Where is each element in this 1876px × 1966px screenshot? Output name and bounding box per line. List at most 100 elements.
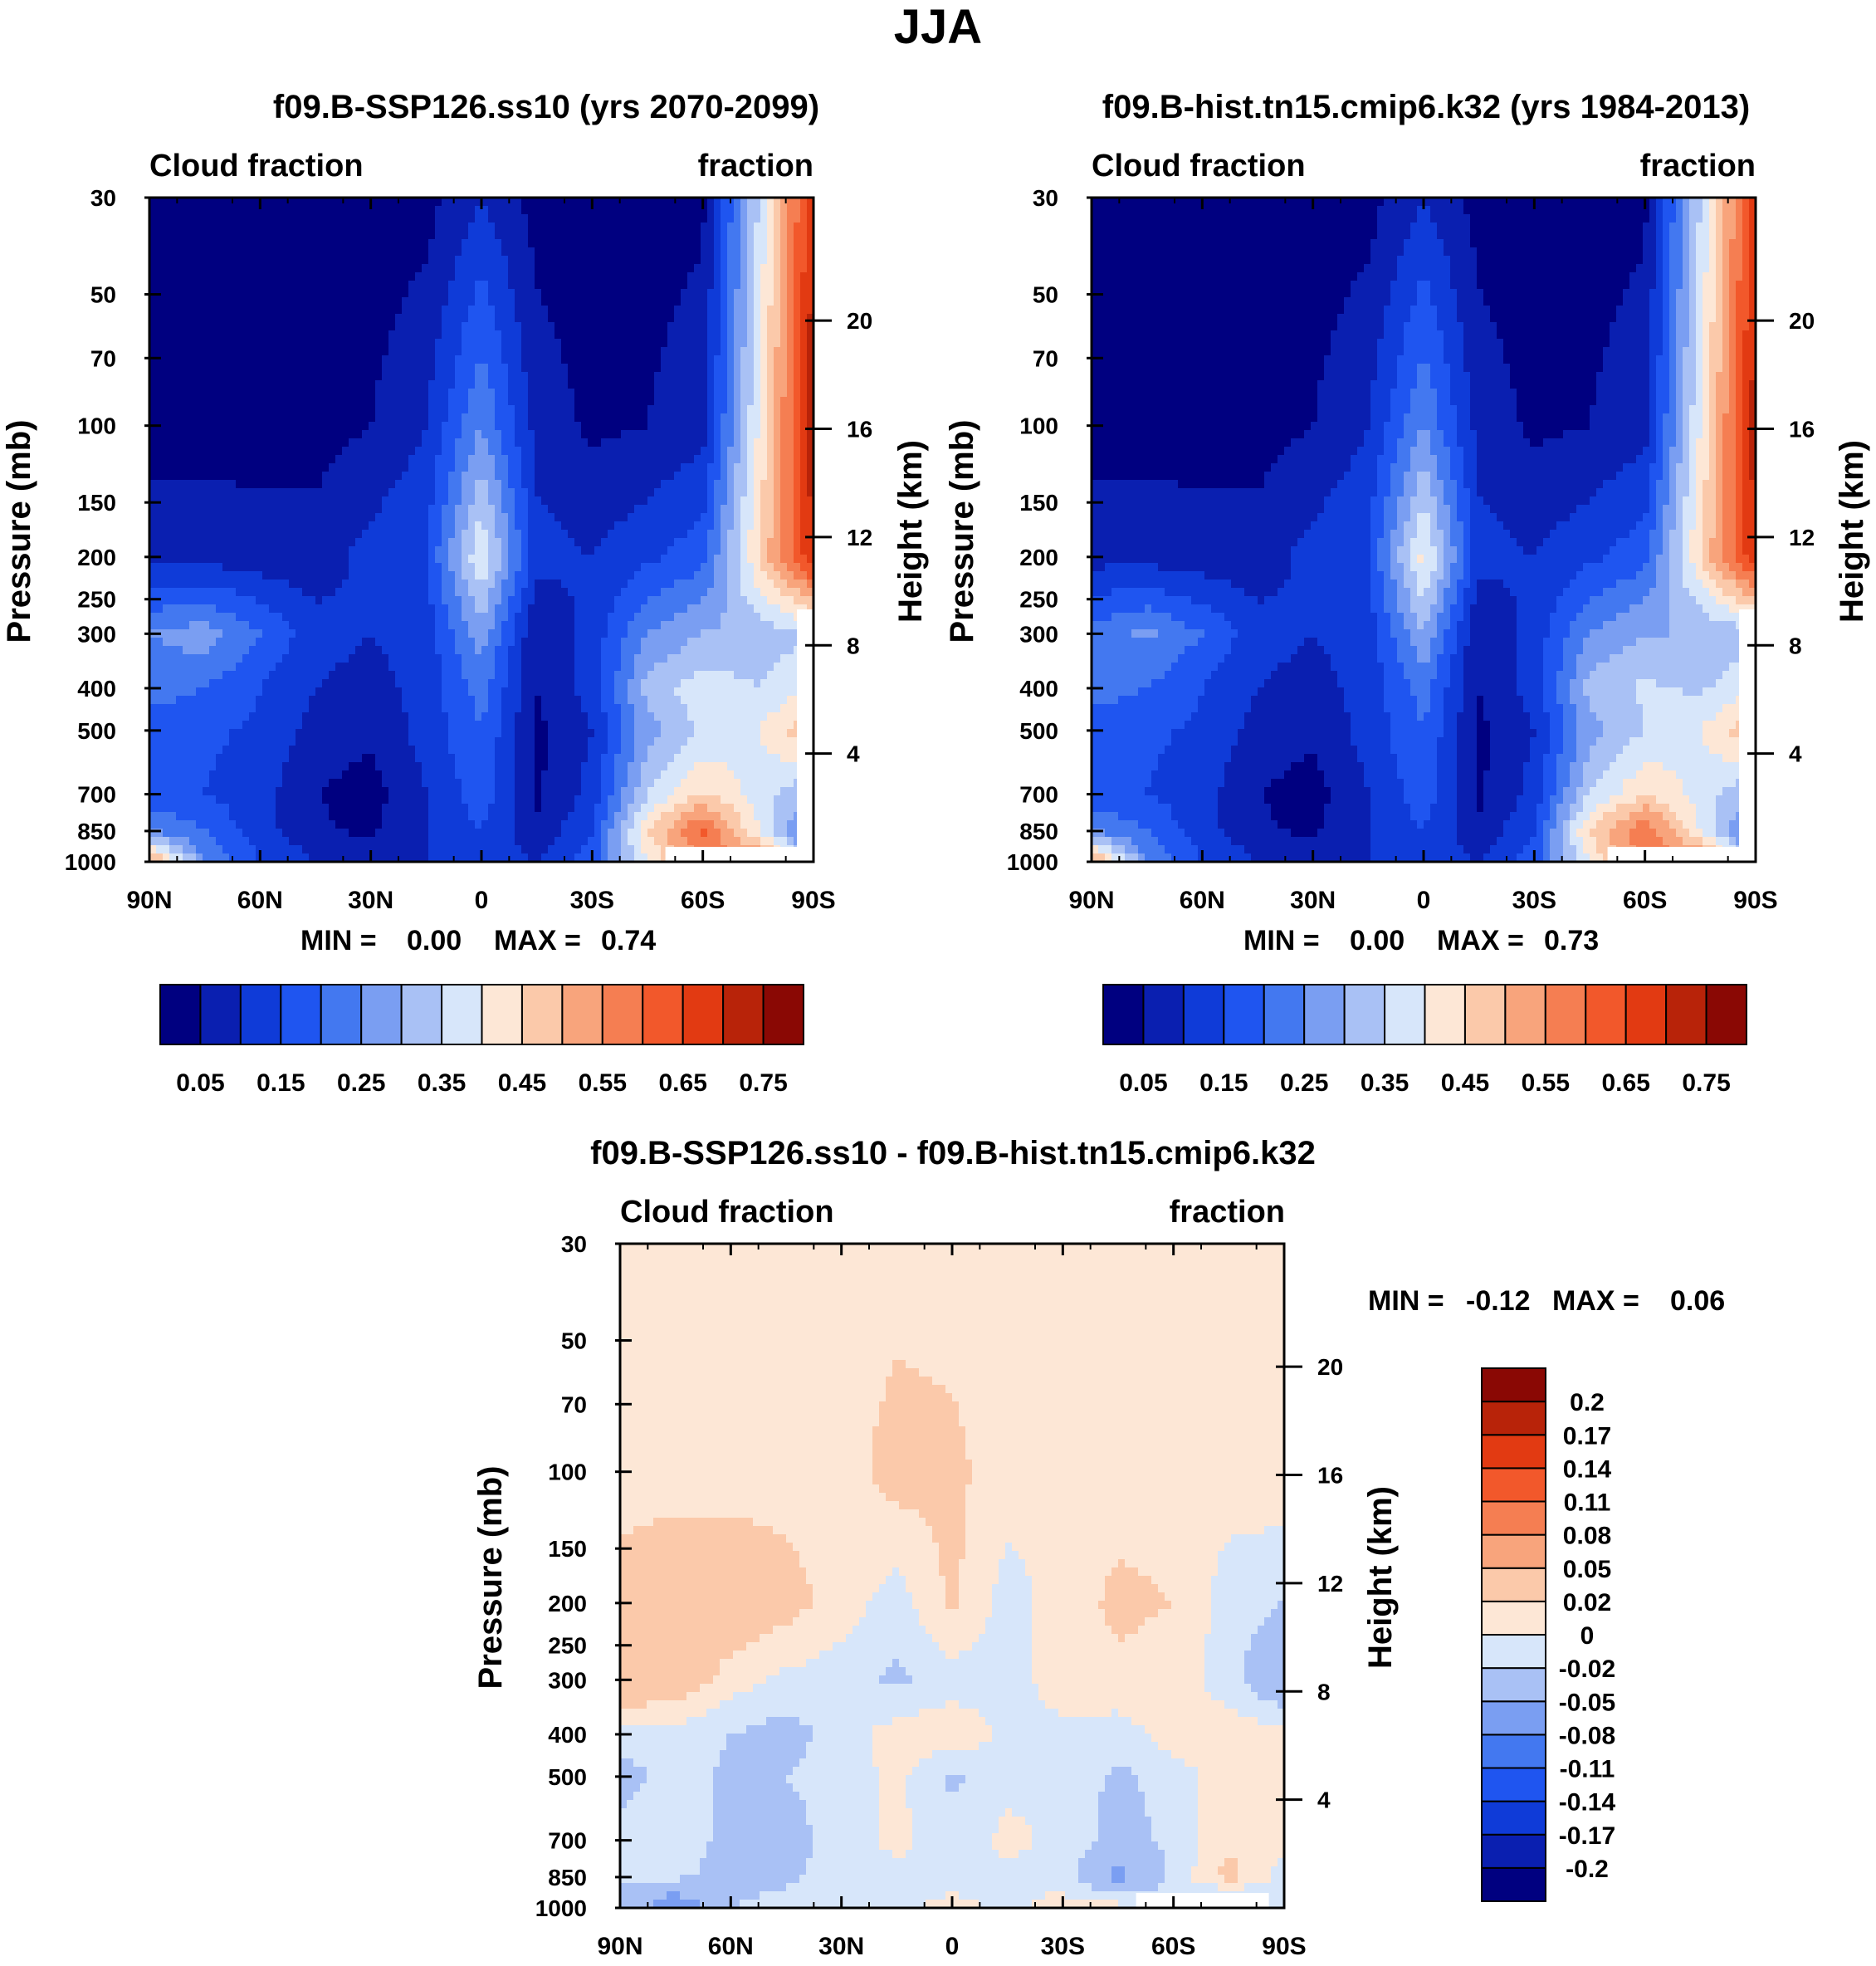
contour-cell [269, 397, 276, 406]
contour-cell [296, 347, 303, 356]
contour-cell [462, 281, 469, 290]
contour-cell [335, 314, 343, 323]
contour-cell [694, 306, 701, 315]
contour-cell [521, 339, 529, 348]
contour-cell [727, 264, 735, 273]
contour-cell [694, 297, 701, 306]
contour-cell [561, 314, 569, 323]
contour-cell [787, 256, 794, 265]
contour-cell [315, 231, 323, 240]
contour-cell [322, 306, 330, 315]
contour-cell [462, 239, 469, 248]
contour-cell [701, 231, 708, 240]
contour-cell [156, 306, 164, 315]
contour-cell [189, 214, 197, 223]
contour-cell [787, 206, 794, 215]
contour-cell [568, 347, 575, 356]
contour-cell [634, 355, 642, 364]
contour-cell [395, 214, 403, 223]
contour-cell [754, 198, 761, 207]
contour-cell [302, 231, 310, 240]
contour-cell [628, 347, 635, 356]
contour-cell [249, 306, 256, 315]
contour-cell [256, 330, 263, 340]
contour-cell [588, 239, 595, 248]
contour-cell [734, 198, 741, 207]
contour-cell [794, 272, 801, 281]
contour-cell [727, 256, 735, 265]
contour-cell [661, 314, 668, 323]
contour-cell [694, 289, 701, 298]
contour-cell [475, 281, 482, 290]
contour-cell [335, 272, 343, 281]
contour-cell [661, 206, 668, 215]
contour-cell [800, 372, 808, 381]
contour-cell [462, 264, 469, 273]
contour-cell [661, 389, 668, 398]
contour-cell [329, 289, 336, 298]
contour-cell [701, 322, 708, 331]
contour-cell [302, 239, 310, 248]
contour-cell [647, 214, 655, 223]
contour-cell [355, 281, 363, 290]
contour-cell [395, 281, 403, 290]
contour-cell [475, 306, 482, 315]
contour-cell [541, 247, 549, 257]
contour-cell [641, 389, 648, 398]
contour-cell [681, 264, 688, 273]
contour-cell [242, 372, 250, 381]
contour-cell [614, 330, 622, 340]
contour-cell [335, 289, 343, 298]
contour-cell [369, 347, 376, 356]
contour-cell [169, 289, 177, 298]
contour-cell [747, 389, 755, 398]
contour-cell [335, 339, 343, 348]
contour-cell [262, 347, 270, 356]
contour-cell [488, 306, 496, 315]
contour-cell [701, 281, 708, 290]
contour-cell [721, 380, 728, 389]
contour-cell [468, 239, 476, 248]
contour-cell [647, 389, 655, 398]
contour-cell [594, 355, 602, 364]
contour-cell [236, 339, 243, 348]
contour-cell [535, 372, 542, 381]
contour-cell [156, 322, 164, 331]
contour-cell [541, 364, 549, 373]
contour-cell [495, 264, 502, 273]
contour-cell [661, 322, 668, 331]
contour-cell [641, 380, 648, 389]
contour-cell [581, 247, 589, 257]
contour-cell [322, 339, 330, 348]
contour-cell [754, 330, 761, 340]
contour-cell [163, 239, 170, 248]
contour-cell [355, 214, 363, 223]
contour-cell [196, 330, 203, 340]
contour-cell [608, 223, 615, 232]
contour-cell [375, 239, 383, 248]
contour-cell [289, 306, 296, 315]
contour-cell [794, 322, 801, 331]
contour-cell [455, 239, 462, 248]
contour-cell [528, 389, 535, 398]
contour-cell [601, 281, 608, 290]
figure: JJA f09.B-SSP126.ss10 (yrs 2070-2099) Cl… [0, 0, 1876, 1966]
contour-cell [216, 339, 223, 348]
contour-cell [309, 306, 316, 315]
contour-cell [601, 339, 608, 348]
contour-cell [787, 214, 794, 223]
contour-cell [647, 198, 655, 207]
contour-cell [355, 314, 363, 323]
contour-cell [455, 223, 462, 232]
contour-cell [787, 339, 794, 348]
contour-cell [694, 322, 701, 331]
contour-cell [740, 239, 748, 248]
contour-cell [641, 272, 648, 281]
contour-cell [289, 272, 296, 281]
contour-cell [176, 397, 183, 406]
contour-cell [256, 372, 263, 381]
contour-cell [608, 264, 615, 273]
contour-cell [309, 389, 316, 398]
contour-cell [249, 322, 256, 331]
contour-cell [734, 389, 741, 398]
